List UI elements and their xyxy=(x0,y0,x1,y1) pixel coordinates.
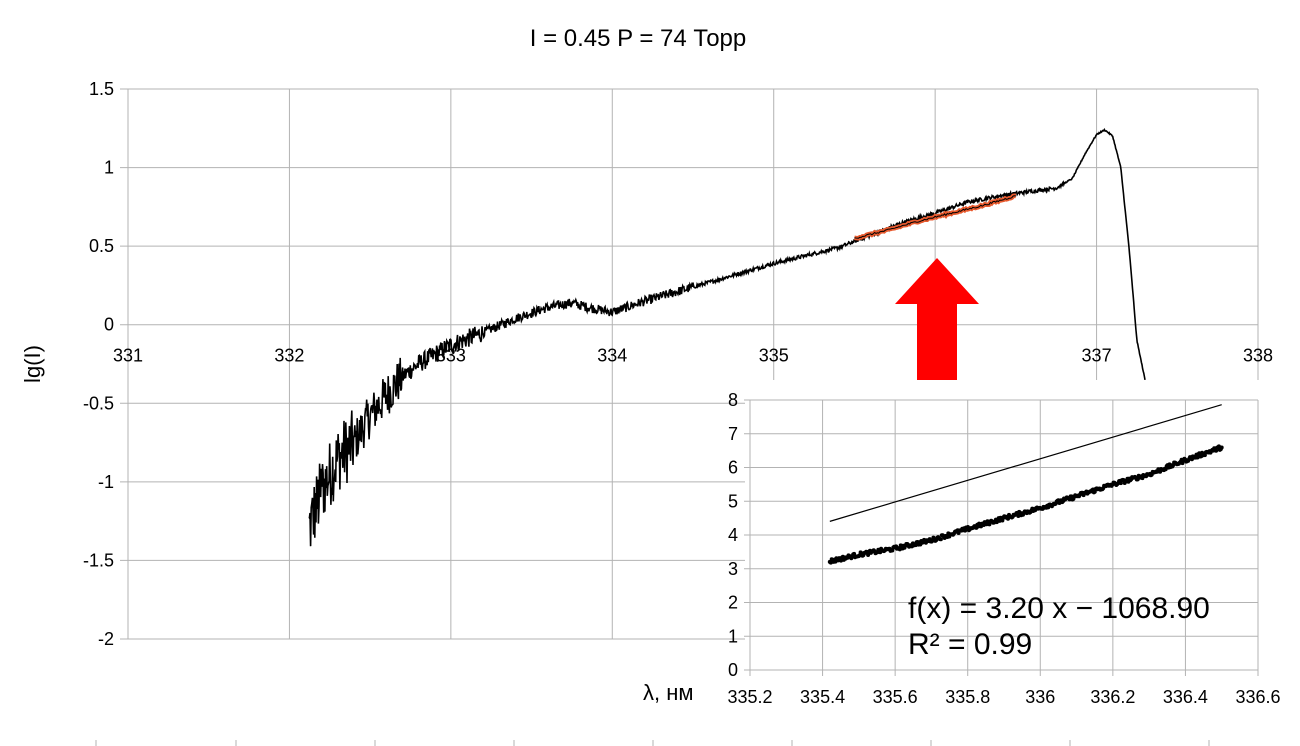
main-y-tick-label: 1.5 xyxy=(89,79,114,99)
trendline xyxy=(829,404,1222,522)
main-spectrum-line xyxy=(308,127,1146,547)
main-x-tick-label: 332 xyxy=(274,346,304,366)
main-y-tick-label: -2 xyxy=(98,629,114,649)
inset-x-tick-label: 336 xyxy=(1025,687,1055,707)
inset-y-tick-label: 2 xyxy=(728,593,738,613)
main-y-tick-label: 1 xyxy=(104,158,114,178)
inset-data-point xyxy=(1214,448,1219,453)
main-x-tick-label: 337 xyxy=(1082,346,1112,366)
inset-trendline xyxy=(829,404,1222,522)
inset-gridlines xyxy=(744,399,1259,676)
bottom-tick-marks xyxy=(95,740,1210,746)
inset-x-tick-label: 335.2 xyxy=(727,687,772,707)
main-x-tick-label: 338 xyxy=(1243,346,1273,366)
inset-y-tick-label: 6 xyxy=(728,458,738,478)
inset-y-tick-label: 8 xyxy=(728,390,738,410)
inset-x-tick-label: 336.4 xyxy=(1163,687,1208,707)
main-y-tick-label: -0.5 xyxy=(83,393,114,413)
inset-y-tick-labels: 0 1 2 3 4 5 6 7 8 xyxy=(728,390,738,680)
x-axis-label: λ, нм xyxy=(643,680,694,705)
inset-x-tick-label: 336.6 xyxy=(1235,687,1280,707)
main-x-tick-label: 335 xyxy=(759,346,789,366)
up-arrow-icon xyxy=(895,258,979,447)
main-x-tick-label: 334 xyxy=(597,346,627,366)
main-series-group xyxy=(308,127,1146,547)
main-y-tick-label: 0 xyxy=(104,315,114,335)
inset-x-tick-label: 335.6 xyxy=(873,687,918,707)
inset-y-tick-label: 0 xyxy=(728,660,738,680)
inset-data-point xyxy=(866,553,871,557)
inset-y-tick-label: 4 xyxy=(728,525,738,545)
inset-y-tick-label: 5 xyxy=(728,491,738,511)
inset-y-tick-label: 1 xyxy=(728,626,738,646)
main-y-tick-label: -1.5 xyxy=(83,550,114,570)
main-y-tick-labels: 1.5 1 0.5 0 -0.5 -1 -1.5 -2 xyxy=(83,79,114,649)
y-axis-label: lg(I) xyxy=(20,345,45,383)
trendline-r-squared: R² = 0.99 xyxy=(908,628,1032,661)
inset-x-tick-label: 335.8 xyxy=(945,687,990,707)
main-y-tick-label: -1 xyxy=(98,472,114,492)
inset-data-point xyxy=(1000,518,1005,523)
inset-x-tick-label: 336.2 xyxy=(1090,687,1135,707)
main-y-tick-label: 0.5 xyxy=(89,236,114,256)
fit-region-line xyxy=(854,195,1016,239)
main-x-tick-labels: 331332333334335336337338 xyxy=(113,346,1273,366)
inset-x-tick-label: 335.4 xyxy=(800,687,845,707)
inset-y-tick-label: 3 xyxy=(728,559,738,579)
trendline-equation: f(x) = 3.20 x − 1068.90 xyxy=(908,592,1210,625)
chart-title: I = 0.45 P = 74 Торр xyxy=(530,25,747,52)
main-x-tick-label: 331 xyxy=(113,346,143,366)
inset-scatter-points xyxy=(827,444,1224,565)
inset-x-tick-labels: 335.2 335.4 335.6 335.8 336 336.2 336.4 336.6 xyxy=(727,687,1280,707)
inset-data-point xyxy=(938,537,943,542)
inset-y-tick-label: 7 xyxy=(728,424,738,444)
inset-data-point xyxy=(963,528,968,533)
inset-data-point xyxy=(1219,445,1224,450)
